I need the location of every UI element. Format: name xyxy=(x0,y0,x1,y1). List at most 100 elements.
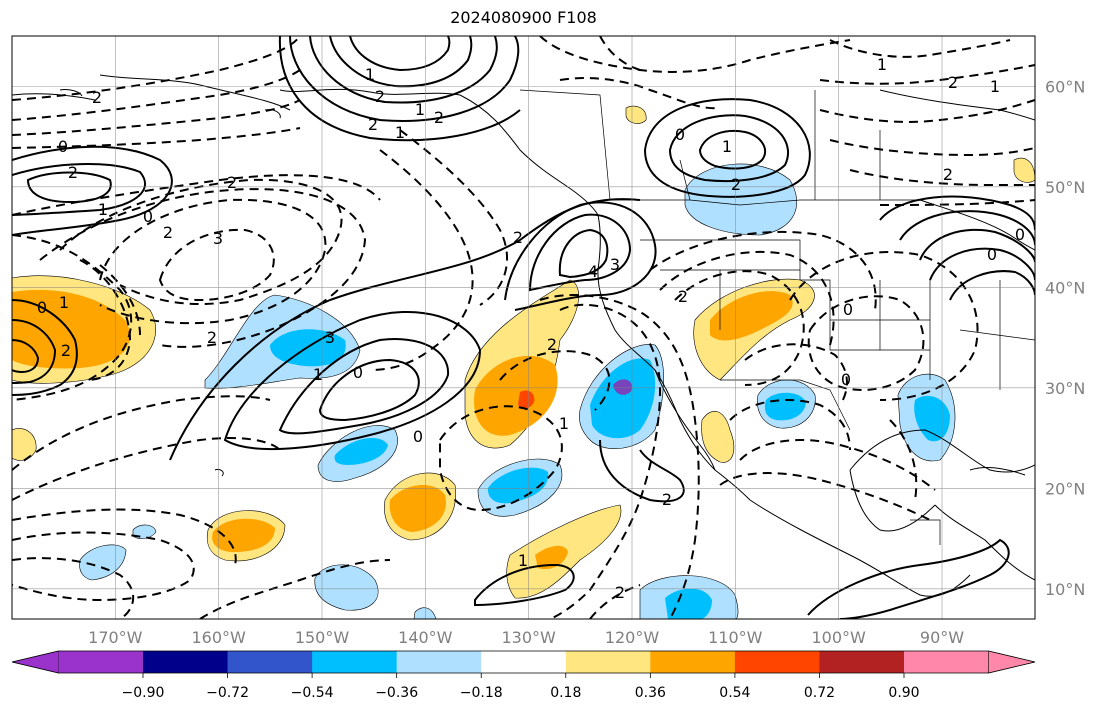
colorbar-band xyxy=(904,651,989,673)
colorbar-tick-label: −0.90 xyxy=(122,685,165,701)
contour-label: 2 xyxy=(731,175,741,194)
contour-label: 2 xyxy=(678,287,688,306)
negative-anomaly-region xyxy=(613,379,633,395)
colorbar-tick-label: 0.90 xyxy=(888,685,919,701)
positive-anomaly-region xyxy=(518,390,535,410)
colorbar-tick-label: −0.54 xyxy=(291,685,334,701)
colorbar-tick-label: −0.36 xyxy=(375,685,418,701)
lon-tick-label: 100°W xyxy=(811,628,866,647)
contour-label: 2 xyxy=(615,583,625,602)
negative-anomaly-region xyxy=(590,358,656,439)
contour-label: 3 xyxy=(213,229,223,248)
lon-tick-label: 110°W xyxy=(708,628,763,647)
colorbar-extend-max xyxy=(988,650,1036,674)
lat-axis: 60°N 50°N 40°N 30°N 20°N 10°N xyxy=(1045,77,1085,599)
positive-anomaly-region xyxy=(535,545,568,570)
negative-anomaly-region xyxy=(487,467,549,504)
map-frame xyxy=(11,35,1036,620)
contour-label: 0 xyxy=(1015,225,1025,244)
contour-label: 2 xyxy=(943,165,953,184)
contour-label: 0 xyxy=(143,207,153,226)
contour-label: 1 xyxy=(990,77,1000,96)
contour-label: 1 xyxy=(518,551,528,570)
lon-tick-label: 140°W xyxy=(398,628,453,647)
colorbar-extend-min xyxy=(11,650,59,674)
contour-label: 0 xyxy=(58,137,68,156)
contour-label: 1 xyxy=(98,200,108,219)
contour-label: 0 xyxy=(841,370,851,389)
negative-anomaly-region xyxy=(764,392,806,421)
lon-tick-label: 170°W xyxy=(88,628,143,647)
lat-tick-label: 20°N xyxy=(1045,479,1085,498)
colorbar-tick-label: −0.18 xyxy=(460,685,503,701)
lat-tick-label: 30°N xyxy=(1045,379,1085,398)
negative-anomaly-region xyxy=(413,607,437,619)
colorbar-band xyxy=(565,651,651,673)
negative-anomaly-region xyxy=(684,163,798,236)
positive-anomaly-region xyxy=(12,289,130,369)
colorbar-tick-label: 0.54 xyxy=(719,685,750,701)
contour-label: 1 xyxy=(365,65,375,84)
negative-anomaly-region xyxy=(314,564,379,611)
colorbar-tick-label: 0.72 xyxy=(804,685,835,701)
lat-tick-label: 10°N xyxy=(1045,580,1085,599)
contour-label: 1 xyxy=(722,137,732,156)
contour-label: 2 xyxy=(163,223,173,242)
colorbar-band xyxy=(312,651,398,673)
colorbar-band xyxy=(396,651,482,673)
lat-tick-label: 60°N xyxy=(1045,77,1085,96)
contour-label: 1 xyxy=(415,100,425,119)
lon-axis: 170°W 160°W 150°W 140°W 130°W 120°W 110°W 100°W… xyxy=(88,628,964,647)
contour-label: 4 xyxy=(588,262,598,281)
negative-anomaly-region xyxy=(665,588,712,619)
contour-label: 2 xyxy=(227,173,237,192)
lon-tick-label: 120°W xyxy=(605,628,660,647)
contour-label: 0 xyxy=(987,245,997,264)
contour-label: 2 xyxy=(513,228,523,247)
positive-anomaly-region xyxy=(710,291,793,341)
contour-label: 0 xyxy=(413,427,423,446)
colorbar-outline xyxy=(11,650,1036,674)
anomaly-fills xyxy=(12,105,1035,619)
contour-label: 0 xyxy=(353,363,363,382)
lat-tick-label: 40°N xyxy=(1045,278,1085,297)
contour-label: 2 xyxy=(368,115,378,134)
colorbar-tick-label: 0.36 xyxy=(635,685,666,701)
lon-tick-label: 150°W xyxy=(295,628,350,647)
colorbar-band xyxy=(143,651,229,673)
colorbar: −0.90 −0.72 −0.54 −0.36 −0.18 0.18 0.36 0.54 0.7… xyxy=(11,650,1036,701)
contour-label: 1 xyxy=(559,414,569,433)
colorbar-tick-label: −0.72 xyxy=(206,685,249,701)
lon-tick-label: 130°W xyxy=(501,628,556,647)
contour-label: 2 xyxy=(662,490,672,509)
colorbar-band xyxy=(650,651,736,673)
contour-label: 2 xyxy=(434,108,444,127)
contour-label: 0 xyxy=(675,125,685,144)
positive-anomaly-region xyxy=(212,518,275,553)
contour-label: 2 xyxy=(547,335,557,354)
contour-label: 2 xyxy=(948,73,958,92)
contour-label: 1 xyxy=(395,123,405,142)
contour-label: 1 xyxy=(313,365,323,384)
negative-anomaly-region xyxy=(132,524,157,539)
colorbar-band xyxy=(819,651,905,673)
contour-label: 1 xyxy=(877,55,887,74)
lat-tick-label: 50°N xyxy=(1045,178,1085,197)
contour-label: 0 xyxy=(843,300,853,319)
colorbar-band xyxy=(481,651,567,673)
positive-anomaly-region xyxy=(474,355,558,436)
contour-label: 2 xyxy=(68,163,78,182)
contour-label: 2 xyxy=(207,328,217,347)
contour-label: 2 xyxy=(61,341,71,360)
contour-label: 0 xyxy=(37,298,47,317)
lon-tick-label: 160°W xyxy=(191,628,246,647)
colorbar-tick-label: 0.18 xyxy=(550,685,581,701)
colorbar-band xyxy=(227,651,313,673)
contour-label: 3 xyxy=(325,328,335,347)
contour-label: 3 xyxy=(610,255,620,274)
dashed-contours xyxy=(12,36,1035,619)
contour-label: 2 xyxy=(375,87,385,106)
